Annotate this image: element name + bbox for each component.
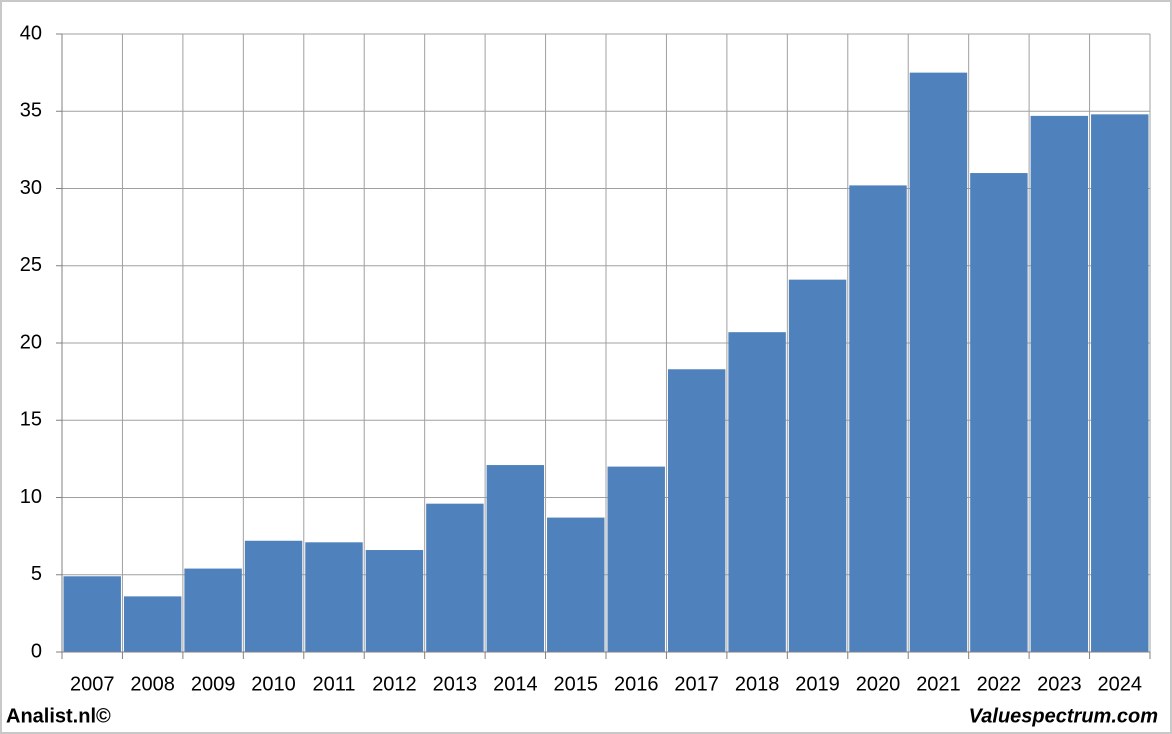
bar [849,185,907,652]
x-tick-label: 2008 [130,673,175,695]
bar [426,503,484,652]
bar [184,568,242,652]
x-tick-label: 2022 [977,673,1022,695]
y-tick-label: 20 [20,331,42,353]
bar [607,466,665,652]
bar [1091,114,1149,653]
x-tick-label: 2017 [674,673,719,695]
y-tick-label: 15 [20,409,42,431]
y-tick-label: 25 [20,254,42,276]
x-tick-label: 2009 [191,673,236,695]
x-tick-label: 2021 [916,673,961,695]
bar [123,596,182,652]
x-tick-label: 2007 [70,673,115,695]
x-tick-label: 2019 [795,673,840,695]
y-tick-label: 35 [20,100,42,122]
y-tick-label: 40 [20,22,42,44]
y-tick-label: 5 [31,563,42,585]
footer-left: Analist.nl© [6,705,111,727]
bar [244,540,303,652]
x-tick-label: 2024 [1098,673,1143,695]
bar [788,279,847,652]
x-tick-label: 2023 [1037,673,1082,695]
bar [970,173,1028,653]
x-tick-label: 2010 [251,673,296,695]
bar [1030,115,1089,652]
footer-right: Valuespectrum.com [969,705,1158,727]
bar [728,332,786,652]
x-tick-label: 2018 [735,673,780,695]
x-tick-label: 2012 [372,673,417,695]
y-tick-label: 0 [31,640,42,662]
bar [63,576,121,652]
x-tick-label: 2013 [433,673,478,695]
y-tick-label: 10 [20,486,42,508]
bar [365,550,424,652]
x-tick-label: 2014 [493,673,538,695]
bar [547,517,605,652]
bar [305,542,363,652]
bar [486,465,545,652]
x-tick-label: 2015 [554,673,599,695]
bar [909,72,968,652]
x-tick-label: 2020 [856,673,901,695]
x-tick-label: 2011 [312,673,355,695]
x-tick-label: 2016 [614,673,659,695]
y-tick-label: 30 [20,177,42,199]
bar [667,369,726,652]
